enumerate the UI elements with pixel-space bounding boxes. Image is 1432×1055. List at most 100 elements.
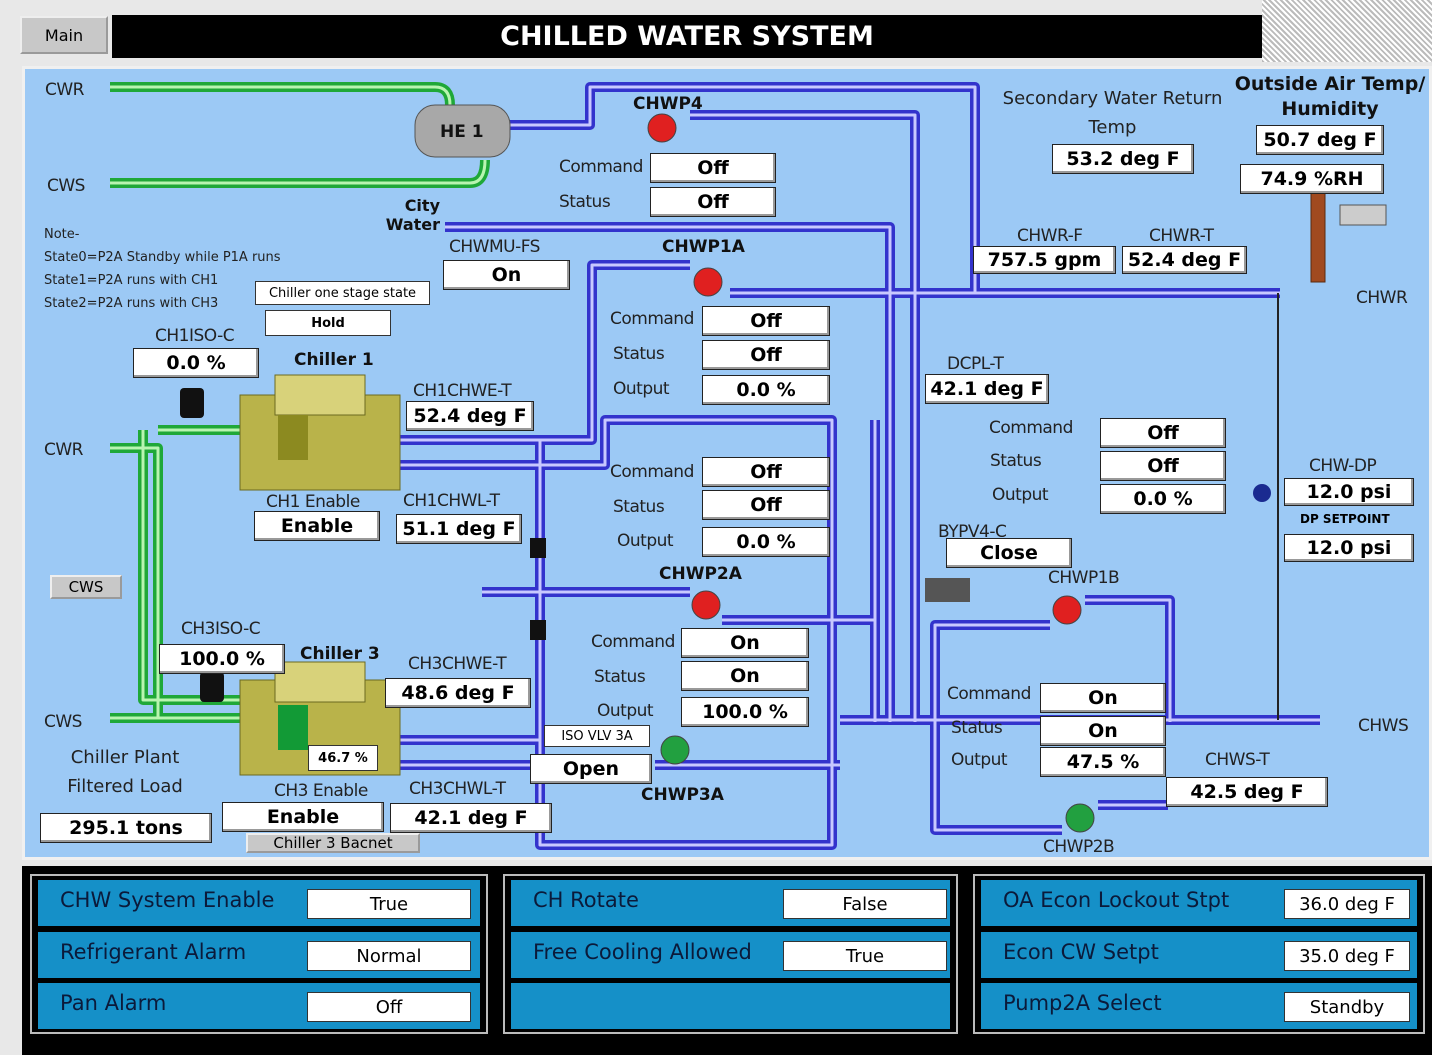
value-box: On bbox=[681, 628, 809, 658]
label: CHWP3A bbox=[641, 785, 724, 805]
value-box: 47.5 % bbox=[1040, 747, 1166, 777]
label: CH3CHWE-T bbox=[408, 654, 506, 674]
label: CH3ISO-C bbox=[181, 619, 260, 639]
label: CHWP4 bbox=[633, 94, 703, 114]
label: CH1CHWE-T bbox=[413, 381, 511, 401]
value-box: 12.0 psi bbox=[1284, 534, 1414, 562]
panel-value: Normal bbox=[307, 941, 471, 971]
label: CH1ISO-C bbox=[155, 326, 234, 346]
value-box: 42.5 deg F bbox=[1166, 777, 1328, 807]
chiller-panel bbox=[278, 705, 308, 750]
label: Status bbox=[613, 497, 664, 517]
label: DP SETPOINT bbox=[1300, 512, 1390, 526]
label: CHWR bbox=[1356, 288, 1407, 308]
value-box: Off bbox=[1100, 451, 1226, 481]
chiller-top bbox=[275, 662, 365, 702]
value-box: 53.2 deg F bbox=[1052, 144, 1194, 174]
value-box: Enable bbox=[254, 511, 380, 541]
valve bbox=[530, 538, 546, 558]
value-box: 42.1 deg F bbox=[390, 803, 552, 833]
valve bbox=[925, 578, 970, 602]
value-box: Off bbox=[702, 457, 830, 487]
label: Output bbox=[597, 701, 653, 721]
valve bbox=[200, 672, 224, 702]
panel-value: Off bbox=[307, 992, 471, 1022]
value-box: 52.4 deg F bbox=[1122, 246, 1247, 274]
oa-sensor-post bbox=[1311, 192, 1325, 282]
page: Main CHILLED WATER SYSTEM CWRCWSHE 1CHWP… bbox=[0, 0, 1432, 1055]
panel-row bbox=[511, 983, 950, 1029]
panel-label: Free Cooling Allowed bbox=[533, 940, 752, 964]
label: DCPL-T bbox=[947, 354, 1003, 374]
label: CHWP1B bbox=[1048, 568, 1119, 588]
value-box: Off bbox=[1100, 418, 1226, 448]
panel-label: CH Rotate bbox=[533, 888, 639, 912]
pump bbox=[648, 114, 676, 142]
label: CHWS-T bbox=[1205, 750, 1269, 770]
value-box: Close bbox=[946, 538, 1072, 568]
panel-value: True bbox=[307, 889, 471, 919]
value-box: On bbox=[681, 661, 809, 691]
pump bbox=[1066, 804, 1094, 832]
label: Chiller 3 bbox=[300, 644, 380, 664]
label: Output bbox=[617, 531, 673, 551]
pump bbox=[692, 591, 720, 619]
value-box: 50.7 deg F bbox=[1256, 125, 1384, 155]
label: Output bbox=[951, 750, 1007, 770]
note-text: State1=P2A runs with CH1 bbox=[44, 273, 218, 288]
pump bbox=[661, 736, 689, 764]
label: CHWR-T bbox=[1149, 226, 1214, 246]
label: Status bbox=[559, 192, 610, 212]
label: Chiller Plant Filtered Load bbox=[45, 743, 205, 801]
label: Command bbox=[947, 684, 1031, 704]
value-box: Open bbox=[530, 754, 652, 784]
label: Output bbox=[613, 379, 669, 399]
label: Command bbox=[610, 462, 694, 482]
label: CHWP2B bbox=[1043, 837, 1114, 857]
valve bbox=[530, 620, 546, 640]
label: HE 1 bbox=[440, 122, 484, 142]
label: CHWP2A bbox=[659, 564, 742, 584]
chiller-panel bbox=[278, 415, 308, 460]
label: City Water bbox=[372, 196, 440, 234]
value-box: On bbox=[1040, 683, 1166, 713]
note-text: State2=P2A runs with CH3 bbox=[44, 296, 218, 311]
label: CH3 Enable bbox=[274, 781, 368, 801]
panel-label: Econ CW Setpt bbox=[1003, 940, 1159, 964]
label: Status bbox=[990, 451, 1041, 471]
label: Output bbox=[992, 485, 1048, 505]
label: Status bbox=[613, 344, 664, 364]
label: CHWMU-FS bbox=[449, 237, 540, 257]
value-box: Off bbox=[702, 490, 830, 520]
pipe bbox=[110, 87, 450, 105]
panel-label: Pan Alarm bbox=[60, 991, 166, 1015]
chiller-top bbox=[275, 375, 365, 415]
value-box: 295.1 tons bbox=[40, 813, 212, 843]
value-box: On bbox=[1040, 716, 1166, 746]
panel-value: 35.0 deg F bbox=[1284, 941, 1410, 971]
panel-label: Refrigerant Alarm bbox=[60, 940, 246, 964]
note-text: State0=P2A Standby while P1A runs bbox=[44, 250, 281, 265]
label: Secondary Water Return Temp bbox=[990, 84, 1235, 142]
button[interactable]: Chiller 3 Bacnet bbox=[246, 833, 420, 853]
label: CWR bbox=[44, 440, 83, 460]
value-box: 0.0 % bbox=[702, 527, 830, 557]
value-box: Off bbox=[650, 187, 776, 217]
value-box: Off bbox=[702, 340, 830, 370]
label: Command bbox=[610, 309, 694, 329]
panel-value: False bbox=[783, 889, 947, 919]
panel-label: Pump2A Select bbox=[1003, 991, 1162, 1015]
label: CH3CHWL-T bbox=[409, 779, 506, 799]
label-box: Chiller one stage state bbox=[255, 281, 430, 305]
value-box: On bbox=[443, 260, 570, 290]
oa-sensor bbox=[1340, 205, 1386, 225]
label: CHWR-F bbox=[1017, 226, 1083, 246]
label: CWS bbox=[47, 176, 85, 196]
panel-label: OA Econ Lockout Stpt bbox=[1003, 888, 1229, 912]
button[interactable]: CWS bbox=[50, 575, 122, 599]
note-text: Note- bbox=[44, 227, 79, 242]
label: Command bbox=[559, 157, 643, 177]
valve bbox=[180, 388, 204, 418]
dp-sensor bbox=[1253, 484, 1271, 502]
value-box: 52.4 deg F bbox=[406, 401, 534, 431]
